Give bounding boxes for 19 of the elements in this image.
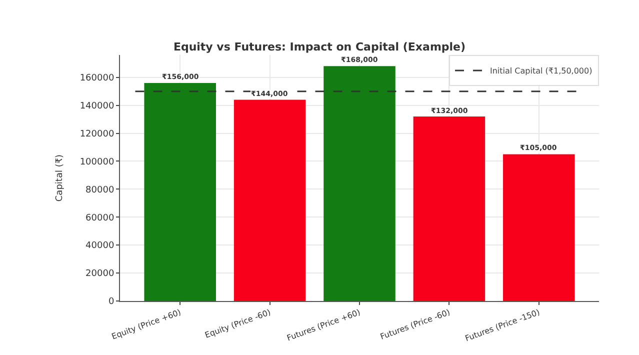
y-tick-label: 40000 xyxy=(86,241,114,252)
bar xyxy=(413,116,486,301)
chart-title: Equity vs Futures: Impact on Capital (Example) xyxy=(173,40,466,54)
y-tick-label: 160000 xyxy=(80,74,114,84)
y-tick-label: 20000 xyxy=(86,269,114,280)
x-tick-label: Equity (Price +60) xyxy=(110,308,182,342)
y-tick-label: 120000 xyxy=(80,129,114,140)
bar xyxy=(503,154,575,301)
bar xyxy=(144,82,216,301)
y-tick-label: 80000 xyxy=(86,185,114,196)
bar xyxy=(324,66,396,301)
legend-label: Initial Capital (₹1,50,000) xyxy=(490,66,592,76)
y-tick-label: 60000 xyxy=(86,213,114,224)
y-tick-label: 100000 xyxy=(80,157,114,168)
x-tick-label: Equity (Price -60) xyxy=(204,308,272,340)
y-tick-label: 0 xyxy=(108,297,114,308)
y-tick-label: 140000 xyxy=(80,101,114,112)
bar xyxy=(234,100,306,301)
y-axis-title: Capital (₹) xyxy=(55,154,66,202)
